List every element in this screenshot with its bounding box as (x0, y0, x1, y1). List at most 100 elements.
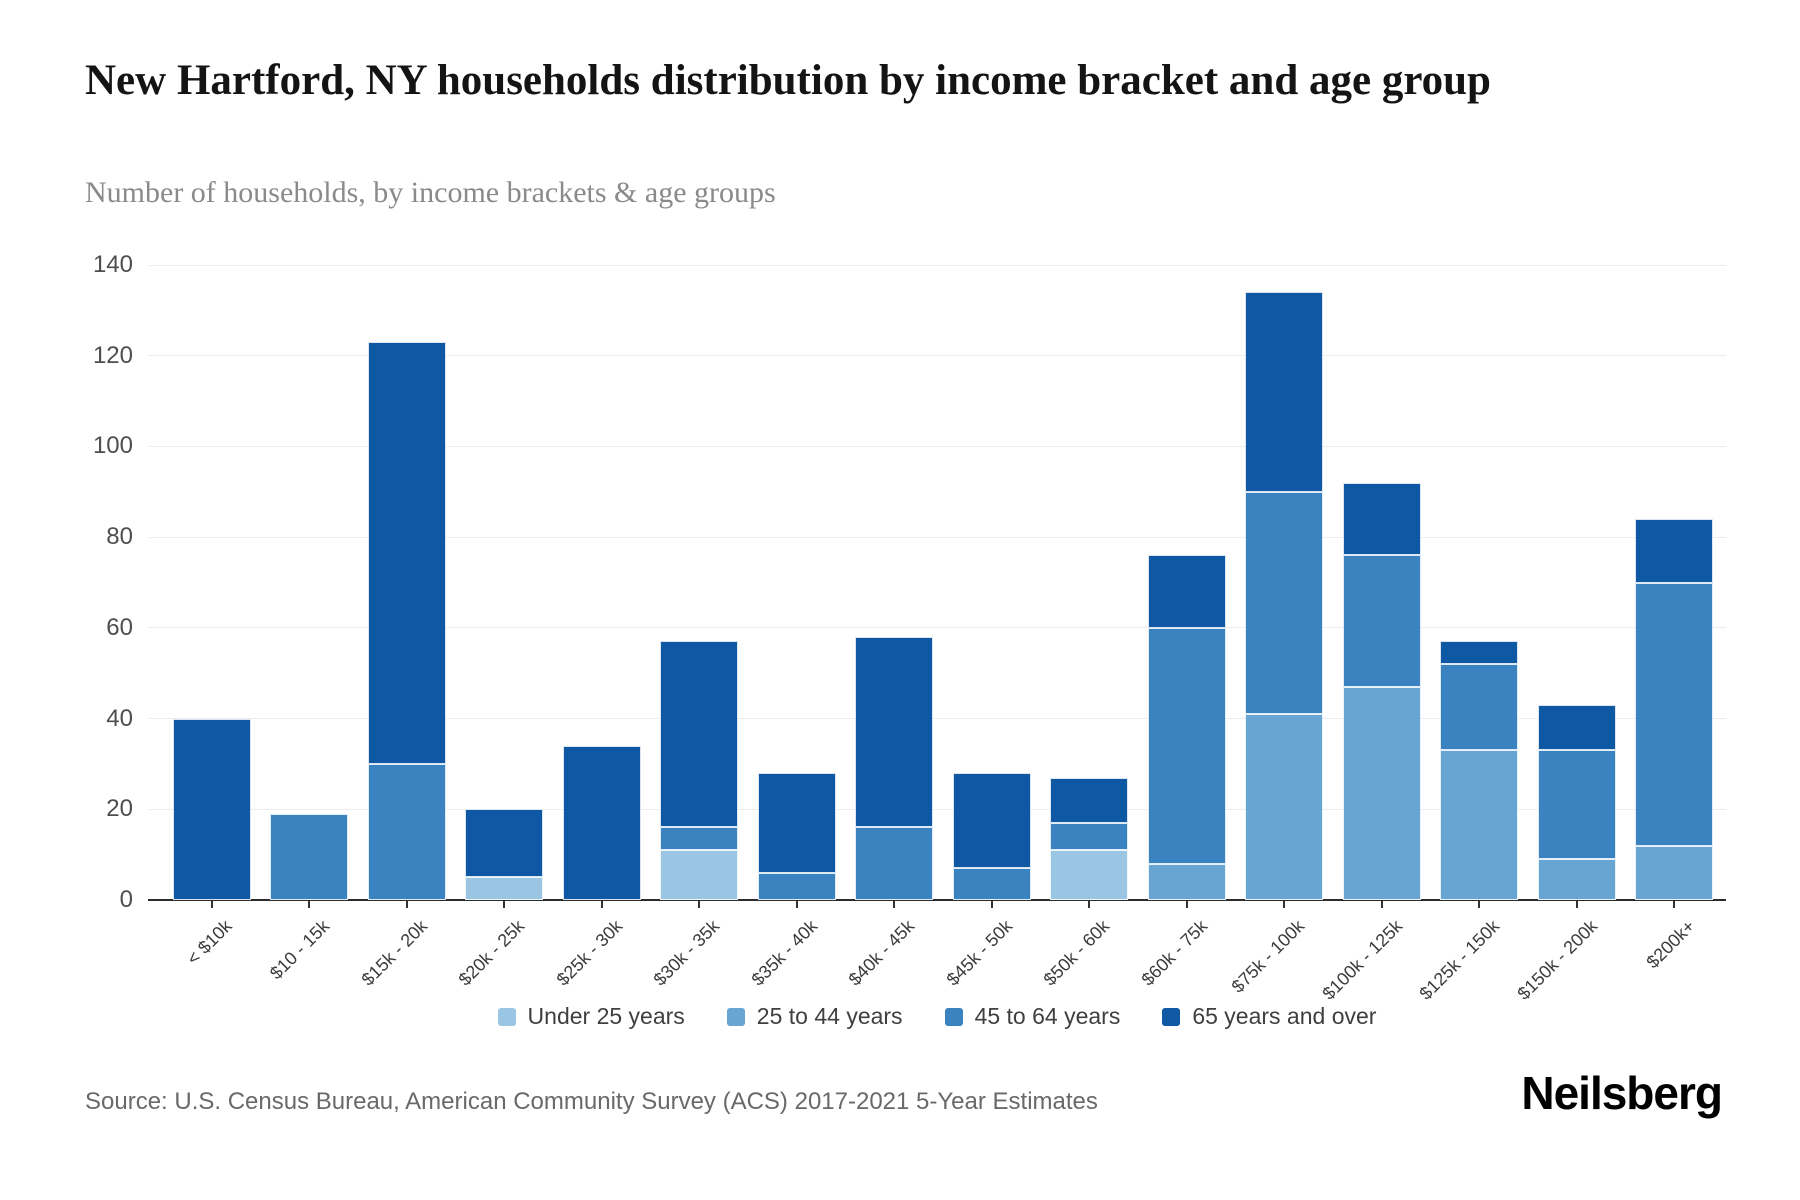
bar-segment (1635, 519, 1714, 583)
bar-segment (1245, 491, 1324, 715)
tick-mark (308, 901, 311, 908)
bar-segment (1147, 863, 1226, 900)
bar-segment (562, 745, 641, 900)
x-axis-label: $10 - 15k (266, 916, 334, 984)
bar: $15k - 20k (357, 342, 456, 990)
legend-swatch (497, 1007, 516, 1026)
bar-segment (172, 718, 251, 900)
bar-segment (465, 809, 544, 878)
gridline (148, 264, 1726, 266)
bars-row: < $10k $10 - 15k $15k - 20k $20k - 25k $25k … (163, 292, 1724, 1004)
bar-segment (660, 827, 739, 851)
bar-segment (1342, 686, 1421, 900)
bar-segment (1440, 750, 1519, 900)
legend-swatch (1162, 1007, 1181, 1026)
bar: $125k - 150k (1416, 641, 1529, 1004)
legend-item: 25 to 44 years (726, 1003, 903, 1030)
y-axis-label: 120 (92, 341, 133, 369)
bar-segment (1147, 627, 1226, 864)
gridline (148, 536, 1726, 538)
bar: $150k - 200k (1513, 705, 1626, 1004)
legend-item: 45 to 64 years (944, 1003, 1121, 1030)
x-axis-label: $75k - 100k (1227, 916, 1309, 997)
bar-segment (660, 850, 739, 900)
tick-mark (990, 901, 993, 908)
bar-segment (660, 641, 739, 828)
x-axis-label: < $10k (183, 916, 236, 969)
bar-segment (757, 773, 836, 873)
bar-segment (1050, 822, 1129, 851)
y-axis-label: 140 (92, 251, 133, 278)
tick-mark (1673, 901, 1676, 908)
y-axis-label: 40 (106, 704, 133, 732)
x-axis-line (148, 899, 1726, 901)
x-axis-label: $40k - 45k (844, 916, 919, 990)
bar-segment (1342, 482, 1421, 556)
bar: $35k - 40k (747, 773, 846, 990)
x-axis-label: $200k+ (1642, 916, 1699, 973)
bar: $75k - 100k (1228, 292, 1334, 997)
bar-segment (1245, 292, 1324, 492)
tick-mark (1185, 901, 1188, 908)
bar-segment (1635, 845, 1714, 900)
bar-segment (855, 827, 934, 900)
chart-title: New Hartford, NY households distribution… (85, 57, 1491, 104)
bar: $50k - 60k (1040, 777, 1139, 990)
bar-segment (855, 636, 934, 828)
tick-mark (893, 901, 896, 908)
legend-label: 65 years and over (1192, 1003, 1377, 1029)
legend: Under 25 years 25 to 44 years 45 to 64 yea… (148, 1003, 1726, 1030)
bar-segment (1050, 777, 1129, 823)
y-axis-label: 100 (92, 432, 133, 460)
bar-segment (1440, 641, 1519, 665)
bar: $200k+ (1626, 519, 1724, 972)
legend-label: 25 to 44 years (756, 1003, 903, 1029)
bar-segment (465, 877, 544, 900)
gridline (148, 627, 1726, 629)
bar-segment (1537, 859, 1616, 900)
bar: $40k - 45k (845, 636, 944, 990)
x-axis-label: $150k - 200k (1513, 916, 1601, 1004)
x-axis-label: $50k - 60k (1039, 916, 1114, 990)
legend-item: 65 years and over (1162, 1003, 1376, 1030)
legend-label: Under 25 years (527, 1003, 685, 1029)
tick-mark (405, 901, 408, 908)
y-axis-label: 0 (119, 886, 133, 913)
gridline (148, 445, 1726, 447)
bar: $20k - 25k (455, 809, 554, 990)
legend-swatch (726, 1007, 745, 1026)
x-axis-label: $25k - 30k (552, 916, 626, 990)
x-axis-label: $100k - 125k (1318, 916, 1406, 1004)
bar-segment (757, 872, 836, 900)
bar: $100k - 125k (1318, 482, 1431, 1004)
y-axis-label: 80 (106, 523, 133, 551)
x-axis-label: $15k - 20k (357, 916, 431, 990)
bar: $25k - 30k (552, 745, 651, 990)
tick-mark (1088, 901, 1091, 908)
chart-subtitle: Number of households, by income brackets… (85, 176, 776, 209)
legend-swatch (944, 1007, 963, 1026)
bar-segment (952, 868, 1031, 900)
bar-segment (1635, 582, 1714, 846)
bar-segment (1342, 555, 1421, 687)
y-axis-label: 20 (106, 795, 133, 823)
tick-mark (1380, 901, 1383, 908)
bar-segment (270, 813, 349, 900)
legend-label: 45 to 64 years (974, 1003, 1121, 1029)
bar-segment (952, 773, 1031, 869)
bar: $10 - 15k (261, 813, 359, 983)
bar-segment (1537, 705, 1616, 751)
bar-segment (1147, 555, 1226, 628)
bar: $60k - 75k (1137, 555, 1236, 990)
brand-logo: Neilsberg (1521, 1067, 1723, 1119)
tick-mark (1575, 901, 1578, 908)
tick-mark (698, 901, 701, 908)
tick-mark (210, 901, 213, 908)
gridline (148, 808, 1726, 810)
y-axis-label: 60 (106, 613, 133, 641)
x-axis-label: $35k - 40k (747, 916, 821, 990)
gridline (148, 718, 1726, 720)
tick-mark (503, 901, 506, 908)
x-axis-label: $30k - 35k (649, 916, 724, 990)
